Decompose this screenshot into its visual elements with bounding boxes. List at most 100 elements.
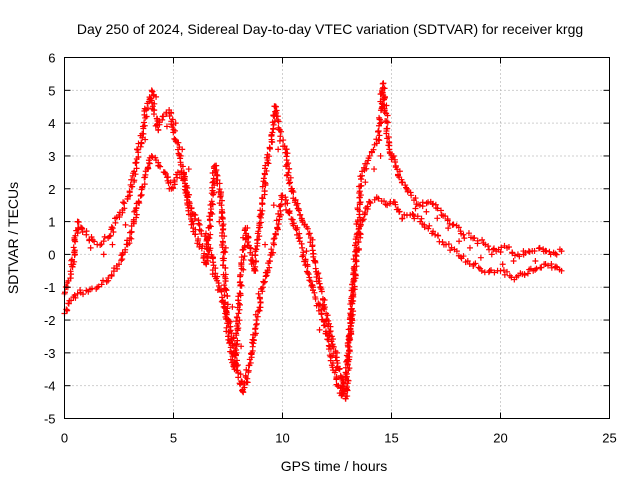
- trace-marker: [202, 259, 209, 266]
- trace-marker: [299, 217, 306, 224]
- data-point: [388, 156, 395, 163]
- trace-marker: [342, 364, 349, 371]
- trace-marker: [237, 371, 244, 378]
- data-point: [296, 212, 303, 219]
- data-point: [464, 257, 471, 264]
- trace-marker: [426, 222, 433, 229]
- trace-marker: [270, 236, 277, 243]
- trace-marker: [363, 160, 370, 167]
- trace-marker: [356, 188, 363, 195]
- trace-marker: [286, 180, 293, 187]
- trace-marker: [356, 230, 363, 237]
- trace-marker: [259, 200, 266, 207]
- trace-marker: [149, 154, 156, 161]
- data-point: [255, 290, 262, 297]
- trace-marker: [531, 247, 538, 254]
- trace-marker: [479, 236, 486, 243]
- data-point: [410, 212, 417, 219]
- trace-marker: [219, 255, 226, 262]
- trace-marker: [195, 220, 202, 227]
- trace-marker: [256, 304, 263, 311]
- data-point: [477, 254, 484, 261]
- y-tick-label: -4: [44, 379, 56, 394]
- data-point: [153, 93, 160, 100]
- y-tick-label: 4: [48, 116, 55, 131]
- trace-marker: [252, 325, 259, 332]
- trace-marker: [245, 367, 252, 374]
- trace-marker: [311, 289, 318, 296]
- series-group: [61, 152, 565, 399]
- trace-marker: [472, 260, 479, 267]
- trace-marker: [276, 216, 283, 223]
- x-tick-label: 5: [170, 431, 177, 446]
- trace-marker: [286, 165, 293, 172]
- data-point: [488, 251, 495, 258]
- trace-marker: [74, 218, 81, 225]
- trace-marker: [252, 311, 259, 318]
- trace-marker: [277, 211, 284, 218]
- trace-marker: [307, 278, 314, 285]
- trace-marker: [356, 199, 363, 206]
- data-point: [466, 244, 473, 251]
- trace-marker: [108, 271, 115, 278]
- trace-marker: [227, 356, 234, 363]
- trace-marker: [149, 99, 156, 106]
- trace-marker: [304, 261, 311, 268]
- data-point: [456, 238, 463, 245]
- data-point: [179, 146, 186, 153]
- trace-marker: [345, 348, 352, 355]
- trace-marker: [201, 233, 208, 240]
- trace-marker: [175, 139, 182, 146]
- trace-marker: [552, 263, 559, 270]
- trace-marker: [516, 253, 523, 260]
- trace-marker: [110, 229, 117, 236]
- trace-marker: [268, 246, 275, 253]
- trace-marker: [143, 113, 150, 120]
- trace-marker: [359, 217, 366, 224]
- trace-marker: [265, 160, 272, 167]
- trace-marker: [392, 159, 399, 166]
- trace-marker: [545, 262, 552, 269]
- trace-marker: [381, 85, 388, 92]
- trace-marker: [257, 207, 264, 214]
- trace-marker: [309, 236, 316, 243]
- data-point: [275, 146, 282, 153]
- data-point: [314, 271, 321, 278]
- data-point: [543, 248, 550, 255]
- trace-marker: [89, 237, 96, 244]
- data-point: [163, 123, 170, 130]
- trace-marker: [273, 217, 280, 224]
- data-point: [423, 208, 430, 215]
- trace-marker: [191, 211, 198, 218]
- trace-marker: [430, 200, 437, 207]
- data-point: [412, 205, 419, 212]
- data-point: [270, 202, 277, 209]
- data-point: [499, 261, 506, 268]
- trace-marker: [383, 128, 390, 135]
- data-points: [61, 80, 565, 402]
- trace-marker: [284, 161, 291, 168]
- data-point: [475, 264, 482, 271]
- trace-marker: [181, 177, 188, 184]
- data-point: [381, 93, 388, 100]
- trace-marker: [352, 252, 359, 259]
- trace-marker: [67, 268, 74, 275]
- trace-marker: [163, 110, 170, 117]
- trace-marker: [412, 195, 419, 202]
- data-point: [366, 198, 373, 205]
- trace-marker: [171, 177, 178, 184]
- trace-marker: [155, 162, 162, 169]
- trace-marker: [98, 241, 105, 248]
- trace-marker: [532, 266, 539, 273]
- data-point: [109, 241, 116, 248]
- trace-marker: [225, 320, 232, 327]
- trace-marker: [237, 272, 244, 279]
- trace-marker: [304, 269, 311, 276]
- trace-marker: [218, 214, 225, 221]
- trace-marker: [206, 223, 213, 230]
- data-point: [353, 244, 360, 251]
- trace-marker: [174, 174, 181, 181]
- data-point: [375, 195, 382, 202]
- trace-marker: [144, 105, 151, 112]
- data-point: [497, 267, 504, 274]
